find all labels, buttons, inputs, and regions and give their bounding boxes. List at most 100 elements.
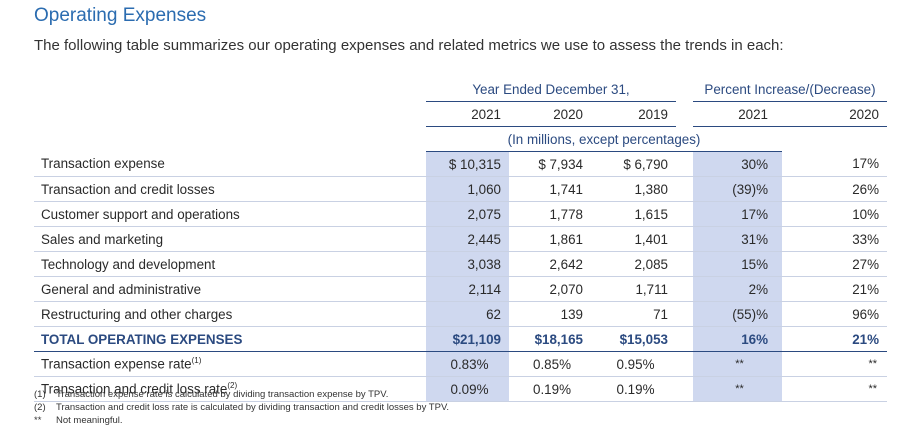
row-label-text: Sales and marketing — [41, 231, 164, 247]
value-2021: 0.09% — [426, 376, 509, 402]
pct-change-2020: 26% — [782, 176, 887, 202]
year-header-2021: 2021 — [426, 101, 509, 127]
footnote-text: Transaction expense rate is calculated b… — [56, 389, 389, 400]
value-2020: 2,642 — [509, 251, 591, 277]
pct-change-2021: ** — [693, 351, 782, 377]
section-title: Operating Expenses — [34, 5, 207, 26]
pct-change-2021: (39)% — [693, 176, 782, 202]
value-2021: 0.83% — [426, 351, 509, 377]
row-label-text: Customer support and operations — [41, 206, 240, 222]
value-2021: 2,075 — [426, 201, 509, 227]
pct-change-2021: ** — [693, 376, 782, 402]
table-row: General and administrative 2,114 2,070 1,71… — [34, 276, 887, 302]
year-header-2020: 2020 — [509, 101, 591, 127]
year-header-row: 2021 2020 2019 2021 2020 — [34, 101, 887, 127]
units-row: (In millions, except percentages) — [34, 126, 887, 152]
pct-change-2020: ** — [782, 351, 887, 377]
footnote-mark: (2) — [34, 402, 46, 413]
footnote-text: Not meaningful. — [56, 415, 123, 426]
table-row: Technology and development 3,038 2,642 2,08… — [34, 251, 887, 277]
pct-change-2021: 31% — [693, 226, 782, 252]
rate-row: Transaction expense rate(1) 0.83% 0.85% 0.9… — [34, 351, 887, 377]
row-label-text: Transaction and credit loss rate — [41, 381, 228, 397]
pct-change-2020: 21% — [782, 326, 887, 352]
pct-change-2020: 27% — [782, 251, 887, 277]
value-2020: $ 7,934 — [509, 151, 591, 177]
value-2020: 2,070 — [509, 276, 591, 302]
value-2019: 71 — [591, 301, 676, 327]
pct-change-2020: 10% — [782, 201, 887, 227]
value-2021: 1,060 — [426, 176, 509, 202]
row-label-text: Restructuring and other charges — [41, 306, 233, 322]
value-2021: $21,109 — [426, 326, 509, 352]
value-2020: 139 — [509, 301, 591, 327]
footnote-3: ** Not meaningful. — [34, 414, 449, 427]
footnote-mark: ** — [34, 415, 42, 426]
operating-expenses-table: Year Ended December 31, Percent Increase… — [34, 77, 887, 402]
row-label: Transaction expense — [34, 151, 426, 177]
units-note: (In millions, except percentages) — [426, 126, 782, 152]
spacer-cell — [676, 251, 693, 277]
value-2020: 0.85% — [509, 351, 591, 377]
spacer-cell — [676, 351, 693, 377]
row-label-text: TOTAL OPERATING EXPENSES — [41, 331, 243, 347]
spacer-cell — [676, 376, 693, 402]
value-2021: $ 10,315 — [426, 151, 509, 177]
pct-header-2021: 2021 — [693, 101, 782, 127]
spacer-cell — [676, 176, 693, 202]
pct-change-2020: ** — [782, 376, 887, 402]
footnote-mark: (1) — [34, 389, 46, 400]
row-label: Transaction expense rate(1) — [34, 351, 426, 377]
year-group-header: Year Ended December 31, — [426, 77, 676, 102]
footnote-reference: (1) — [191, 356, 202, 366]
pct-change-2021: (55)% — [693, 301, 782, 327]
value-2020: $18,165 — [509, 326, 591, 352]
table-row: Customer support and operations 2,075 1,77… — [34, 201, 887, 227]
value-2021: 62 — [426, 301, 509, 327]
pct-change-2021: 2% — [693, 276, 782, 302]
footnote-2: (2) Transaction and credit loss rate is … — [34, 401, 449, 414]
rate-row: Transaction and credit loss rate(2) 0.09%… — [34, 376, 887, 402]
spacer-cell — [676, 201, 693, 227]
table-row: Transaction and credit losses 1,060 1,741 1… — [34, 176, 887, 202]
percent-group-header: Percent Increase/(Decrease) — [693, 77, 887, 102]
value-2019: $ 6,790 — [591, 151, 676, 177]
section-intro: The following table summarizes our opera… — [34, 37, 784, 54]
row-label-text: General and administrative — [41, 281, 202, 297]
row-label: Customer support and operations — [34, 201, 426, 227]
pct-change-2021: 16% — [693, 326, 782, 352]
spacer-cell — [676, 326, 693, 352]
value-2019: 2,085 — [591, 251, 676, 277]
row-label: TOTAL OPERATING EXPENSES — [34, 326, 426, 352]
footnote-text: Transaction and credit loss rate is calc… — [56, 402, 450, 413]
pct-header-2020: 2020 — [782, 101, 887, 127]
value-2020: 1,778 — [509, 201, 591, 227]
pct-change-2020: 33% — [782, 226, 887, 252]
row-label-text: Transaction and credit losses — [41, 181, 215, 197]
row-label: General and administrative — [34, 276, 426, 302]
value-2021: 3,038 — [426, 251, 509, 277]
row-label: Transaction and credit losses — [34, 176, 426, 202]
pct-change-2020: 17% — [782, 151, 887, 177]
value-2021: 2,114 — [426, 276, 509, 302]
table-row: Restructuring and other charges 62 139 71 (5… — [34, 301, 887, 327]
pct-change-2021: 15% — [693, 251, 782, 277]
value-2020: 1,741 — [509, 176, 591, 202]
value-2021: 2,445 — [426, 226, 509, 252]
row-label: Technology and development — [34, 251, 426, 277]
value-2020: 1,861 — [509, 226, 591, 252]
total-row: TOTAL OPERATING EXPENSES $21,109 $18,165 $1… — [34, 326, 887, 352]
row-label: Transaction and credit loss rate(2) — [34, 376, 426, 402]
row-label-text: Transaction expense rate — [41, 356, 192, 372]
group-header-row: Year Ended December 31, Percent Increase… — [34, 77, 887, 102]
spacer-cell — [676, 151, 693, 177]
row-label: Sales and marketing — [34, 226, 426, 252]
value-2019: 1,711 — [591, 276, 676, 302]
value-2019: 1,380 — [591, 176, 676, 202]
value-2019: 1,401 — [591, 226, 676, 252]
pct-change-2021: 17% — [693, 201, 782, 227]
footnotes: (1) Transaction expense rate is calculat… — [34, 388, 449, 427]
spacer-cell — [676, 226, 693, 252]
spacer-cell — [676, 276, 693, 302]
row-label: Restructuring and other charges — [34, 301, 426, 327]
